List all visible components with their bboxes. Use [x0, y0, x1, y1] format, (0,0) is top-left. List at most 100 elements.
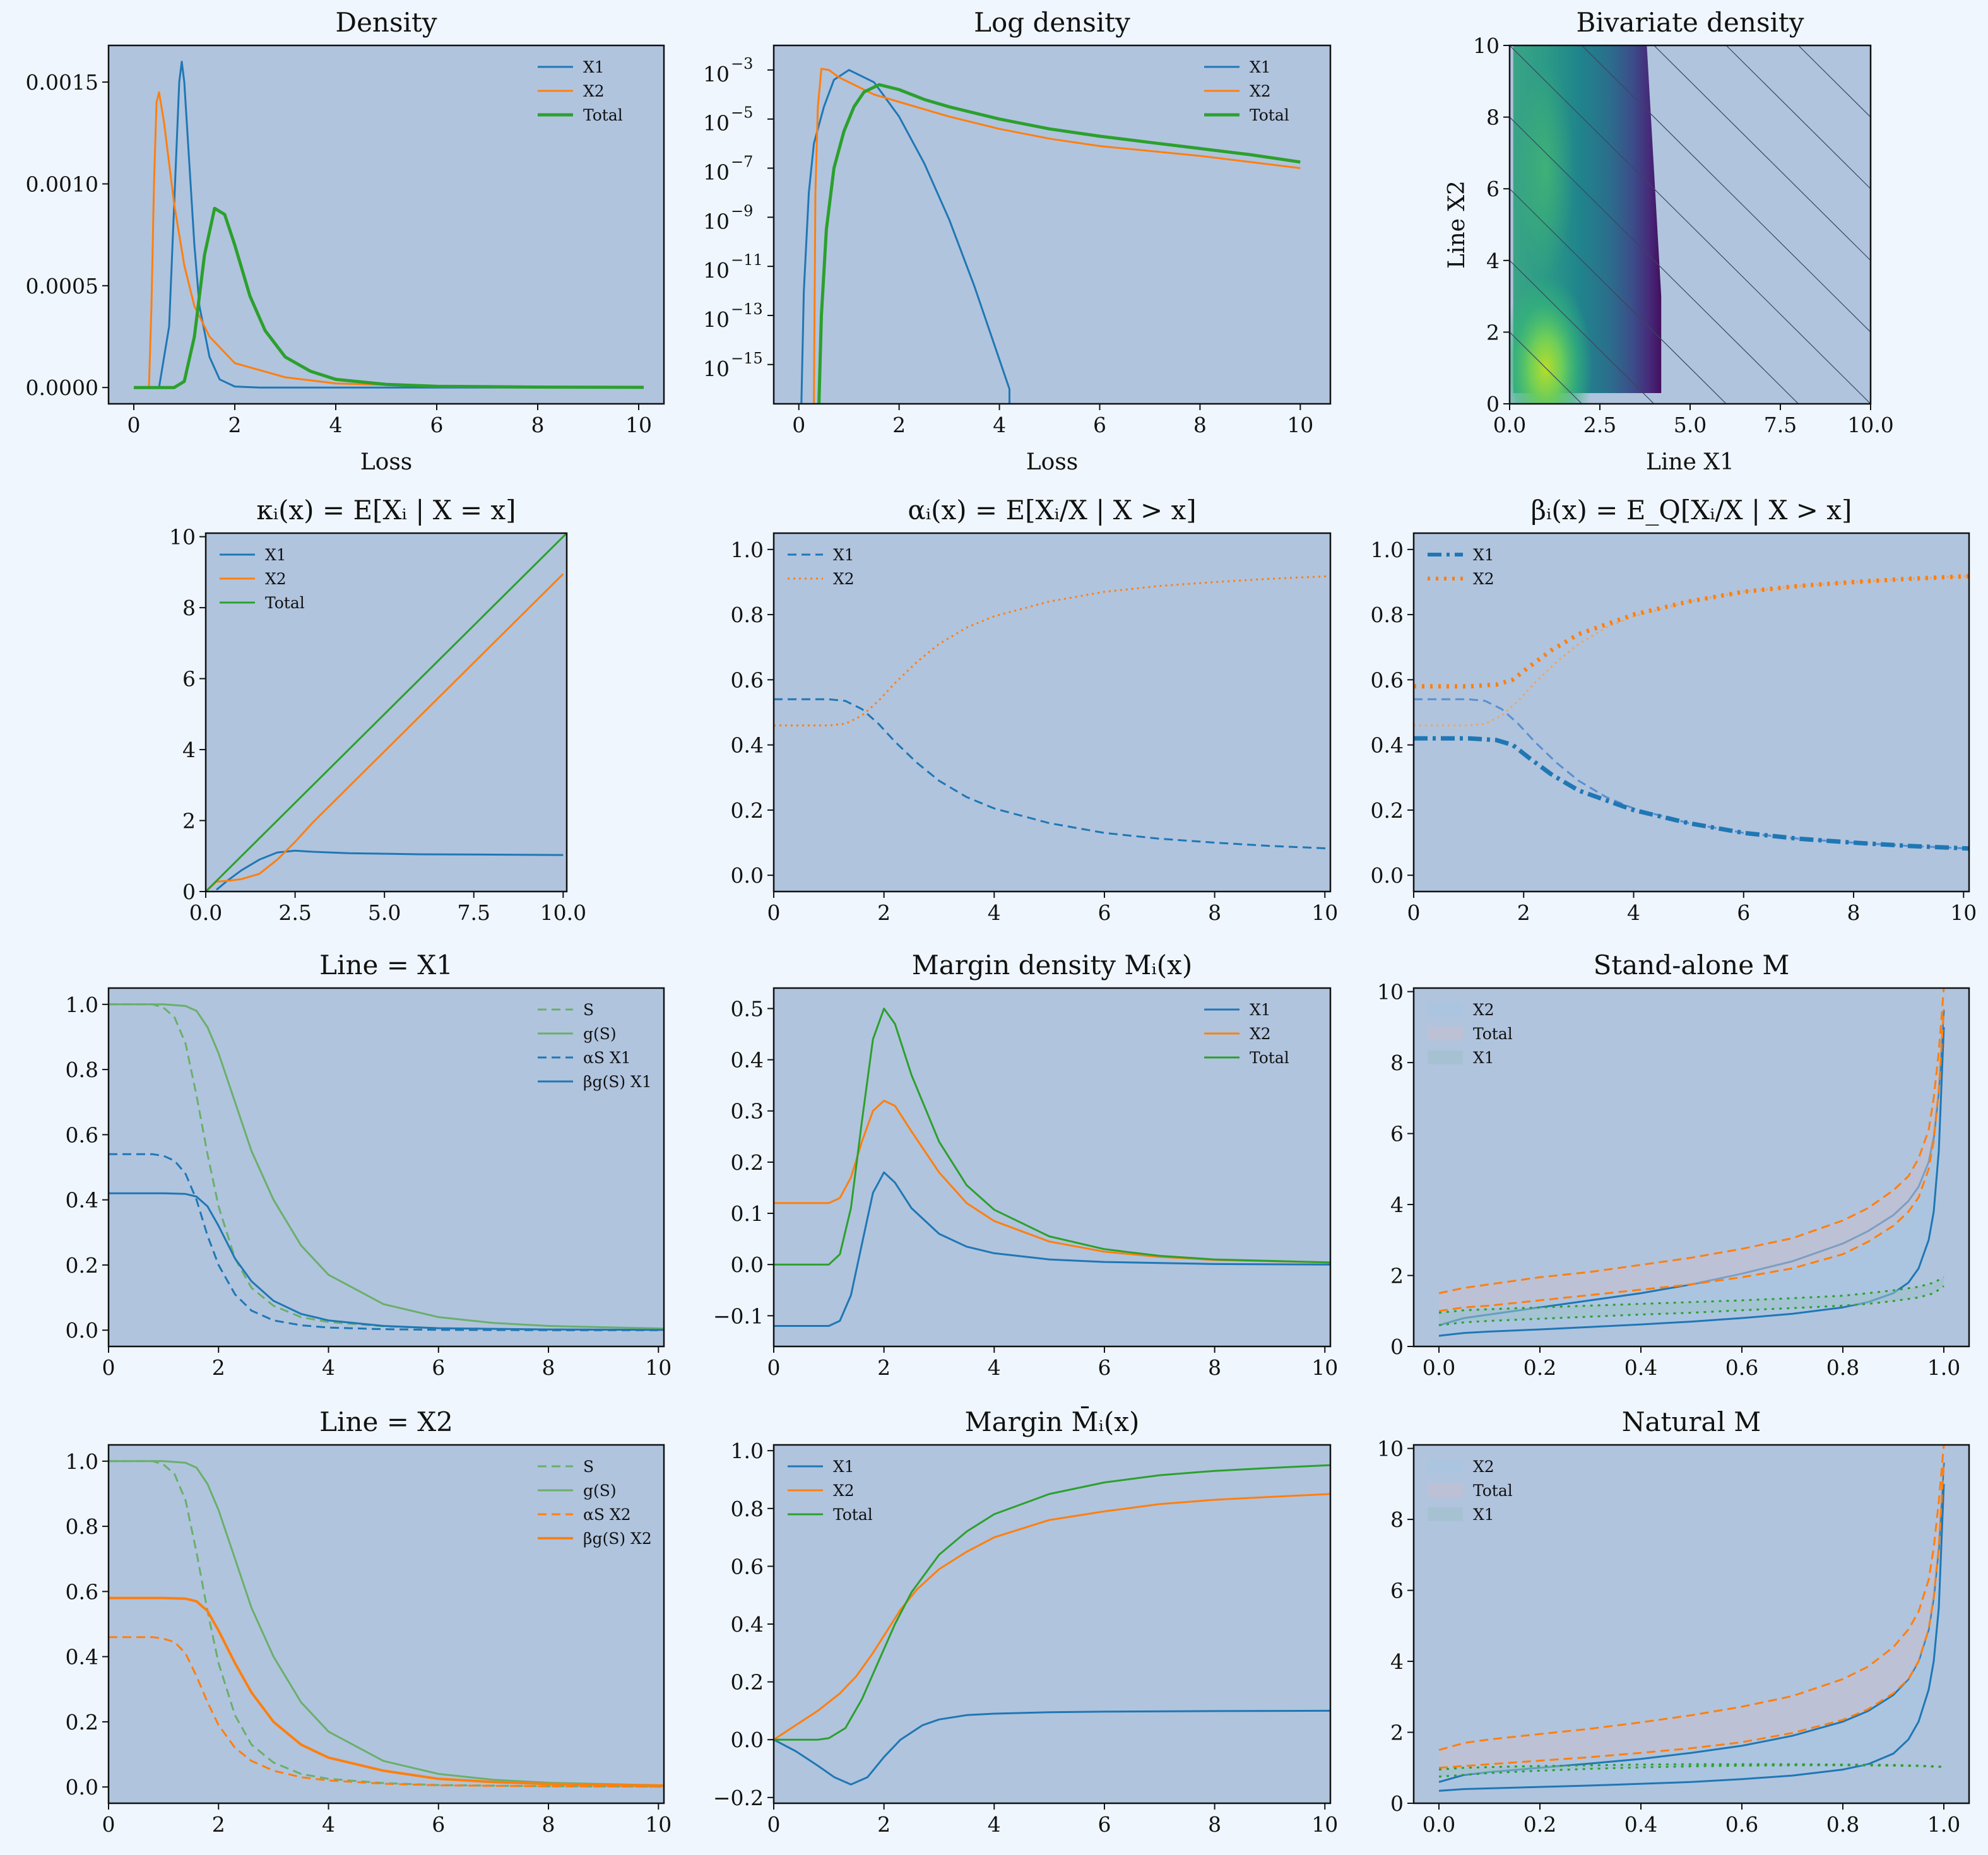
legend-label: X2 — [1473, 570, 1494, 588]
plot-area — [109, 1460, 664, 1788]
x-tick-label: 4 — [988, 900, 1001, 925]
y-tick-label: 0.2 — [1371, 798, 1404, 823]
y-tick-label: 4 — [1390, 1649, 1404, 1674]
y-axis-label: Line X2 — [1444, 180, 1470, 269]
chart-title: Bivariate density — [1576, 7, 1804, 38]
series-line-x1 — [800, 69, 1010, 404]
sum-contour-line — [1510, 45, 1871, 404]
chart-title: κᵢ(x) = E[Xᵢ | X = x] — [256, 495, 516, 526]
series-line-total — [817, 83, 1301, 404]
series-line-x1 — [1414, 736, 1969, 851]
y-tick-label: 6 — [1486, 177, 1500, 201]
legend-label: S — [583, 1001, 594, 1019]
x-tick-label: 0 — [127, 413, 141, 437]
y-tick-label: 0.1 — [731, 1201, 764, 1226]
axes-background — [774, 533, 1330, 892]
axes-background — [109, 988, 664, 1346]
x-tick-label: 10 — [1311, 900, 1338, 925]
x-tick-label: 0.0 — [1423, 1355, 1455, 1380]
y-tick-label: 0.2 — [66, 1710, 98, 1734]
chart-title: Margin M̄ᵢ(x) — [965, 1405, 1140, 1437]
y-tick-label: 2 — [1390, 1721, 1404, 1745]
series-line-x1 — [216, 849, 564, 891]
y-tick-label: 0.6 — [1371, 668, 1404, 692]
x-tick-label: 0.0 — [189, 900, 222, 925]
x-tick-label: 10 — [645, 1355, 672, 1380]
legend-label: X1 — [1473, 1049, 1494, 1067]
series-line-x2 — [774, 575, 1330, 727]
y-tick-label: 0.0 — [1371, 863, 1404, 888]
x-tick-label: 4 — [988, 1355, 1001, 1380]
y-tick-exponent: −15 — [731, 350, 763, 367]
y-tick-label: 0.8 — [1371, 603, 1404, 627]
x-tick-label: 0 — [767, 1355, 781, 1380]
x-tick-label: 8 — [1847, 900, 1861, 925]
legend-label: X1 — [1250, 58, 1271, 76]
panel-p4: 0 2 4 6 8 10 0.0 0.2 0.4 0.6 0.8 1.0 αᵢ(x) = E[Xᵢ/X … — [731, 495, 1339, 925]
y-tick-label: 0 — [1390, 1334, 1404, 1359]
y-tick-label: 0.2 — [66, 1253, 98, 1278]
x-tick-label: 4 — [993, 413, 1006, 437]
y-tick-label: 10 — [1377, 980, 1404, 1004]
y-tick-label: 0.6 — [66, 1579, 98, 1604]
panel-p10: 0 2 4 6 8 10 −0.2 0.0 0.2 0.4 0.6 0.8 1.0 Margin M̄ᵢ(… — [713, 1405, 1338, 1837]
chart-title: Line = X2 — [319, 1406, 453, 1437]
x-tick-label: 5.0 — [368, 900, 401, 925]
y-tick-label: −0.2 — [713, 1786, 764, 1810]
density-ridge — [1517, 63, 1575, 279]
x-tick-label: 6 — [430, 413, 444, 437]
axes-background — [109, 45, 664, 404]
sum-contour-line — [1510, 260, 1655, 404]
panel-p0: 0 2 4 6 8 10 0.0000 0.0005 0.0010 0.0015 Density Lo… — [26, 7, 665, 475]
legend-label: αS X2 — [583, 1505, 631, 1524]
y-tick-label: 0.0 — [731, 1728, 764, 1752]
y-tick-label: 0.0 — [66, 1318, 98, 1343]
y-tick-label: 0.5 — [731, 996, 764, 1021]
y-tick-label: 1.0 — [66, 1449, 98, 1474]
x-tick-label: 1.0 — [1927, 1812, 1960, 1837]
legend-label: X2 — [583, 82, 605, 100]
y-tick-label: 10 — [703, 307, 730, 332]
legend-label: Total — [1473, 1025, 1513, 1043]
panel-p7: 0 2 4 6 8 10 −0.1 0.0 0.1 0.2 0.3 0.4 0.5 Margin dens… — [713, 950, 1338, 1380]
sum-contour-line — [1653, 45, 1871, 261]
legend-label: Total — [583, 106, 623, 124]
series-line-x2 — [134, 91, 644, 389]
x-tick-label: 10 — [625, 413, 652, 437]
panel-p5: 0 2 4 6 8 10 0.0 0.2 0.4 0.6 0.8 1.0 βᵢ(x) = E_Q[Xᵢ/… — [1371, 495, 1977, 925]
y-tick-label: 6 — [1390, 1579, 1404, 1603]
x-tick-label: 6 — [1737, 900, 1750, 925]
legend-label: X1 — [1473, 1505, 1494, 1524]
axes-background — [1414, 533, 1969, 892]
x-tick-label: 1.0 — [1927, 1355, 1960, 1380]
band-total — [1439, 988, 1944, 1311]
x-tick-label: 4 — [1627, 900, 1640, 925]
panel-p8: 0.0 0.2 0.4 0.6 0.8 1.0 0 2 4 6 8 10 Stand-alone M X2… — [1377, 950, 1970, 1380]
band-x2-lower-line — [1438, 1483, 1945, 1792]
band-total-lower-line — [1438, 1463, 1945, 1769]
series-line-g-s- — [109, 1460, 664, 1787]
x-axis-label: Loss — [1026, 449, 1079, 475]
legend-label: βg(S) X2 — [583, 1529, 652, 1548]
series-line-total — [774, 1008, 1330, 1266]
legend-label: X2 — [1250, 1025, 1271, 1043]
x-tick-label: 0.4 — [1624, 1355, 1657, 1380]
x-axis-label: Line X1 — [1646, 449, 1734, 475]
x-tick-label: 6 — [1093, 413, 1106, 437]
y-tick-label: 10 — [1473, 33, 1500, 58]
series-line-g-s- — [109, 1003, 664, 1330]
axes-frame — [1412, 532, 1970, 893]
x-tick-label: 5.0 — [1674, 413, 1707, 437]
legend-label: X2 — [1473, 1458, 1494, 1476]
y-tick-exponent: −13 — [731, 300, 763, 318]
plot-area — [134, 61, 644, 389]
x-tick-label: 0.0 — [1423, 1812, 1455, 1837]
legend-label: Total — [1250, 106, 1289, 124]
legend-label: S — [583, 1458, 594, 1476]
x-tick-label: 8 — [542, 1812, 555, 1837]
x-tick-label: 8 — [531, 413, 545, 437]
x-tick-label: 0 — [767, 1812, 781, 1837]
x-tick-label: 7.5 — [458, 900, 490, 925]
